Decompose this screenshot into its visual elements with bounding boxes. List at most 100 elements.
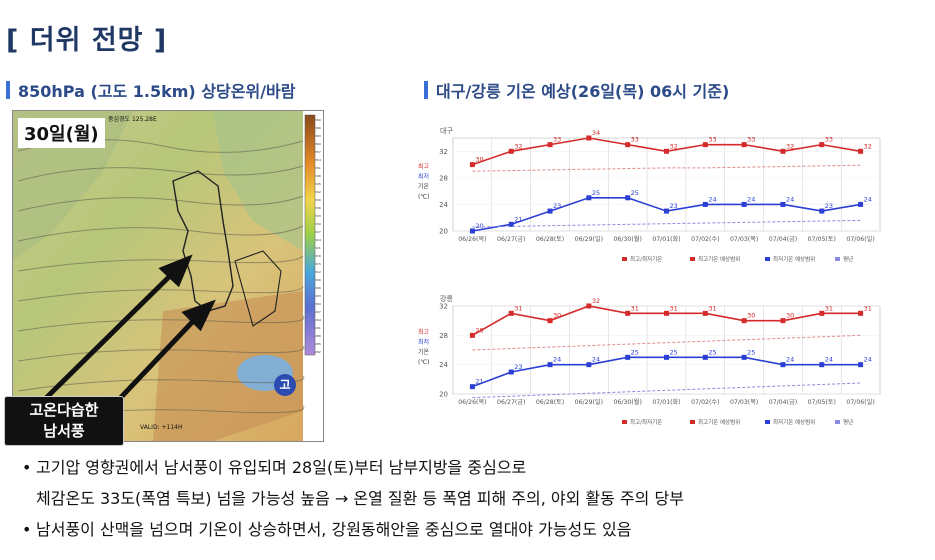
- bullet-item: • 고기압 영향권에서 남서풍이 유입되며 28일(토)부터 남부지방을 중심으로: [22, 452, 932, 483]
- x-tick-label: 07/03(목): [730, 399, 758, 406]
- data-point: [469, 162, 475, 168]
- legend-label: 최고/최저기온: [630, 418, 662, 426]
- data-label: 24: [825, 356, 833, 364]
- scale-tick-label: 285: [315, 342, 321, 346]
- scale-tick-label: 330: [315, 222, 321, 226]
- data-label: 25: [670, 348, 678, 356]
- legend-marker: [690, 257, 695, 261]
- map-section-heading: 850hPa (고도 1.5km) 상당온위/바람: [6, 78, 295, 102]
- scale-tick-label: 318: [315, 254, 321, 258]
- data-point: [508, 310, 514, 316]
- data-point: [741, 142, 747, 148]
- legend-label: 최저기온 예상범위: [773, 418, 815, 426]
- data-point: [702, 310, 708, 316]
- data-point: [819, 142, 825, 148]
- data-label: 33: [553, 136, 561, 144]
- data-label: 24: [786, 356, 794, 364]
- y-axis-label: 기온: [418, 348, 430, 356]
- data-label: 30: [747, 312, 755, 320]
- scale-tick-label: 366: [315, 126, 321, 130]
- scale-tick-label: 345: [315, 182, 321, 186]
- data-label: 23: [514, 363, 522, 371]
- data-point: [819, 362, 825, 368]
- scale-tick-label: 288: [315, 334, 321, 338]
- y-axis-label: 최저: [418, 173, 429, 181]
- data-point: [508, 221, 514, 227]
- data-label: 24: [864, 195, 872, 203]
- data-point: [780, 148, 786, 154]
- data-point: [625, 310, 631, 316]
- bullet-text: 고기압 영향권에서 남서풍이 유입되며 28일(토)부터 남부지방을 중심으로: [36, 458, 527, 477]
- data-point: [469, 384, 475, 390]
- scale-tick-label: 315: [315, 262, 321, 266]
- x-tick-label: 07/04(금): [769, 399, 797, 406]
- data-point: [858, 310, 864, 316]
- scale-tick-label: 306: [315, 286, 321, 290]
- y-axis-label: 최고: [418, 163, 430, 171]
- data-label: 31: [631, 304, 639, 312]
- y-tick-label: 24: [439, 201, 448, 209]
- data-point: [858, 201, 864, 207]
- scale-tick-label: 297: [315, 310, 321, 314]
- x-tick-label: 06/27(금): [497, 399, 525, 406]
- legend-marker: [765, 420, 770, 424]
- data-point: [586, 362, 592, 368]
- data-label: 21: [475, 378, 483, 386]
- color-scale-labels: 369 366 363 360 357 354 351 348 345 342 339 336 333 3…: [315, 116, 323, 356]
- y-axis-label: (℃): [418, 194, 429, 201]
- heading-accent-bar: [6, 81, 10, 99]
- data-label: 33: [747, 136, 755, 144]
- data-point: [741, 318, 747, 324]
- data-point: [664, 354, 669, 360]
- chart-title: 강릉: [440, 294, 453, 303]
- x-tick-label: 07/02(수): [691, 399, 719, 406]
- x-tick-label: 06/27(금): [497, 236, 525, 243]
- legend-label: 최저기온 예상범위: [773, 255, 815, 263]
- data-label: 30: [553, 312, 561, 320]
- scale-tick-label: 369: [315, 118, 321, 122]
- x-tick-label: 06/29(일): [575, 398, 603, 406]
- bullet-list: • 고기압 영향권에서 남서풍이 유입되며 28일(토)부터 남부지방을 중심으로…: [22, 452, 932, 545]
- legend-marker: [765, 257, 770, 261]
- map-day-label: 30일(월): [18, 118, 105, 148]
- data-point: [469, 228, 475, 234]
- y-tick-label: 28: [439, 332, 448, 340]
- data-point: [819, 208, 825, 214]
- scale-tick-label: 300: [315, 302, 321, 306]
- data-label: 32: [786, 142, 794, 150]
- scale-tick-label: 360: [315, 142, 321, 146]
- scale-tick-label: 363: [315, 134, 321, 138]
- data-point: [702, 201, 708, 207]
- map-section-heading-text: 850hPa (고도 1.5km) 상당온위/바람: [18, 82, 296, 101]
- data-label: 31: [825, 304, 833, 312]
- data-point: [702, 354, 708, 360]
- legend-label: 최고/최저기온: [630, 255, 662, 263]
- x-tick-label: 06/26(목): [458, 399, 486, 406]
- x-tick-label: 07/06(일): [846, 398, 874, 406]
- scale-tick-label: 324: [315, 238, 321, 242]
- data-point: [741, 201, 747, 207]
- y-axis-label: (℃): [418, 359, 429, 366]
- y-tick-label: 32: [439, 303, 448, 311]
- scale-tick-label: 333: [315, 214, 321, 218]
- chart-section-heading: 대구/강릉 기온 예상(26일(목) 06시 기준): [424, 78, 729, 102]
- scale-tick-label: 294: [315, 318, 321, 322]
- data-label: 25: [631, 189, 639, 197]
- data-label: 24: [747, 195, 755, 203]
- map-center-label: 중심경도 125.28E: [108, 116, 157, 123]
- data-label: 32: [592, 297, 600, 305]
- data-point: [625, 354, 631, 360]
- data-label: 32: [670, 142, 678, 150]
- data-point: [586, 195, 592, 201]
- scale-tick-label: 327: [315, 230, 321, 234]
- data-label: 33: [825, 136, 833, 144]
- legend-marker: [622, 420, 627, 424]
- legend-label: 최고기온 예상범위: [698, 418, 740, 426]
- data-point: [547, 208, 553, 214]
- data-label: 24: [864, 356, 872, 364]
- data-point: [858, 362, 864, 368]
- arrow-caption: 고온다습한 남서풍: [4, 396, 124, 446]
- legend-marker: [690, 420, 695, 424]
